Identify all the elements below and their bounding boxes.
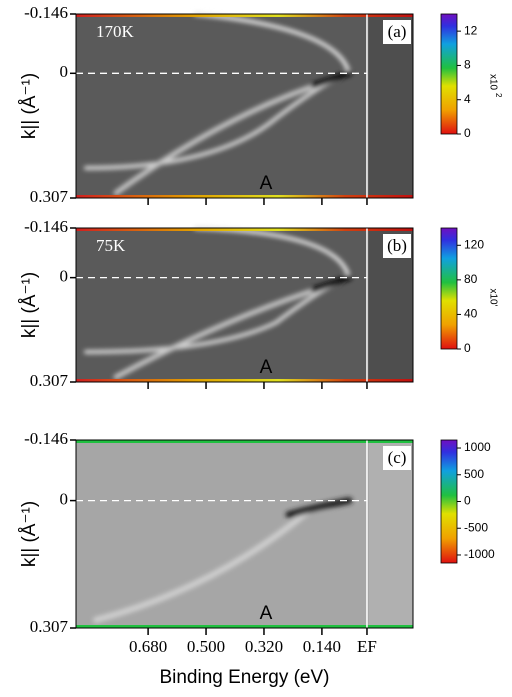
colorbar-tick-label: 500 — [464, 467, 484, 481]
temperature-box — [94, 20, 150, 44]
y-axis-label: k|| (Å⁻¹) — [19, 272, 40, 338]
top-edge — [76, 14, 413, 17]
temperature-label: 75K — [96, 236, 126, 255]
panel-label: (a) — [388, 22, 407, 41]
y-tick-label: -0.146 — [24, 217, 68, 236]
y-tick-label: 0.307 — [30, 187, 69, 206]
colorbar-tick-label: 0 — [464, 126, 471, 140]
band — [310, 70, 352, 89]
bottom-edge — [76, 625, 413, 628]
feature-annotation: A — [260, 173, 273, 194]
colorbar-tick-label: 0 — [464, 494, 471, 508]
colorbar-tick-label: 120 — [464, 237, 484, 251]
band — [194, 12, 351, 76]
x-tick-label: EF — [357, 637, 377, 656]
colorbar — [440, 439, 458, 564]
x-tick-label: 0.140 — [303, 637, 341, 656]
bottom-edge — [76, 379, 413, 382]
colorbar-exponent: 2 — [494, 93, 503, 98]
colorbar — [440, 227, 458, 350]
frame — [75, 439, 414, 629]
y-tick-label: 0 — [60, 267, 69, 286]
feature-annotation: A — [260, 357, 273, 378]
colorbar-tick-label: 1000 — [464, 440, 491, 454]
top-edge — [76, 440, 413, 443]
colorbar-tick-label: 12 — [464, 23, 478, 37]
x-tick-label: 0.500 — [187, 637, 225, 656]
colorbar-tick-label: -1000 — [464, 547, 495, 561]
x-tick-label: 0.320 — [245, 637, 283, 656]
band — [93, 497, 352, 623]
x-axis-label: Binding Energy (eV) — [159, 667, 329, 688]
frame — [75, 227, 414, 383]
colorbar-tick-label: 4 — [464, 92, 471, 106]
y-tick-label: -0.146 — [24, 429, 68, 448]
x-tick-label: 0.680 — [129, 637, 167, 656]
band-features — [93, 497, 353, 623]
map-region-right — [368, 440, 413, 628]
map-background — [76, 440, 413, 628]
feature-annotation: A — [260, 603, 273, 624]
panel-label-box — [383, 446, 411, 470]
panel-label-box — [383, 234, 411, 258]
frame — [75, 13, 414, 199]
colorbar-tick-label: 8 — [464, 58, 471, 72]
y-tick-label: 0 — [60, 62, 69, 81]
colorbar-tick-label: 80 — [464, 272, 478, 286]
panel-label: (b) — [387, 236, 407, 255]
bottom-edge — [76, 195, 413, 198]
colorbar-tick-label: -500 — [464, 520, 488, 534]
top-edge — [76, 228, 413, 231]
temperature-label: 170K — [96, 22, 135, 41]
colorbar-multiplier: x10 — [487, 74, 498, 91]
y-tick-label: 0.307 — [30, 371, 69, 390]
colorbar-multiplier: x10' — [487, 289, 498, 307]
y-tick-label: -0.146 — [24, 3, 68, 22]
band — [285, 497, 353, 519]
colorbar-tick-label: 40 — [464, 307, 478, 321]
temperature-box — [94, 234, 150, 258]
panel-label-box — [383, 20, 411, 44]
band-features — [84, 12, 352, 196]
y-axis-label: k|| (Å⁻¹) — [19, 73, 40, 139]
map-region-right — [368, 14, 413, 198]
colorbar-tick-label: 0 — [464, 341, 471, 355]
panel-label: (c) — [388, 448, 407, 467]
y-tick-label: 0.307 — [30, 617, 69, 636]
y-tick-label: 0 — [60, 489, 69, 508]
y-axis-label: k|| (Å⁻¹) — [19, 501, 40, 567]
band — [310, 274, 352, 293]
colorbar — [440, 13, 458, 135]
